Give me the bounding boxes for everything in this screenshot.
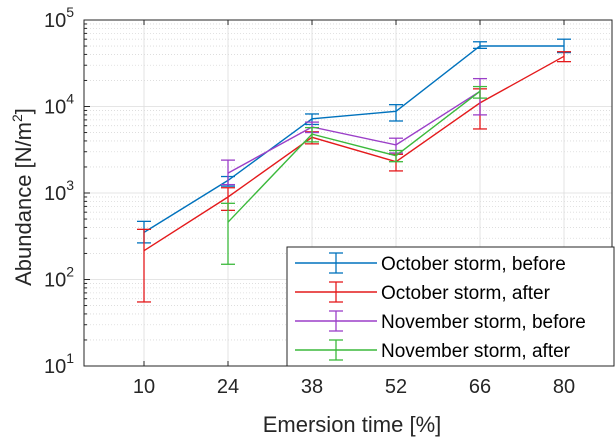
legend-item-2: October storm, after [295,281,551,304]
series-line [143,45,564,233]
y-tick-label: 101 [44,350,74,378]
y-axis-label-sup: 2 [9,114,25,122]
y-tick-label-base: 10 [44,356,66,378]
series-layer [137,38,571,303]
legend-item-1: October storm, before [295,252,566,275]
y-tick-label: 104 [44,91,74,119]
y-tick-label: 103 [44,177,74,205]
legend-box [286,246,615,367]
y-axis-label-close: ] [11,108,36,114]
legend-label: November storm, before [381,312,586,333]
x-tick-label: 52 [385,376,407,398]
y-tick-label-exponent: 3 [66,177,74,193]
y-axis-label: Abundance [N/m2] [9,108,36,286]
y-tick-label-exponent: 5 [66,4,74,20]
x-tick-label: 38 [301,376,323,398]
legend: October storm, before October storm, afte… [286,246,615,367]
series-line [143,55,565,252]
y-tick-label: 105 [44,4,74,32]
series-line [227,90,481,174]
y-tick-label-base: 10 [44,97,66,119]
y-axis-label-main: Abundance [N/m [11,122,36,286]
y-tick-label-base: 10 [44,10,66,32]
x-tick-label: 66 [469,376,491,398]
legend-label: November storm, after [381,341,571,362]
x-tick-label: 80 [553,376,575,398]
y-tick-label-base: 10 [44,270,66,292]
series-3 [221,77,487,186]
series-line [227,90,481,223]
y-tick-label: 102 [44,264,74,292]
y-tick-label-exponent: 2 [66,264,74,280]
legend-item-3: November storm, before [295,310,586,333]
series-4 [221,85,487,265]
y-tick-label-base: 10 [44,183,66,205]
y-tick-label-exponent: 1 [66,350,74,366]
legend-item-4: November storm, after [295,339,571,362]
x-tick-label: 24 [217,376,239,398]
legend-label: October storm, after [381,283,551,304]
x-axis-label: Emersion time [%] [263,412,442,437]
x-tick-label: 10 [133,376,155,398]
legend-label: October storm, before [381,254,566,275]
y-tick-label-exponent: 4 [66,91,74,107]
